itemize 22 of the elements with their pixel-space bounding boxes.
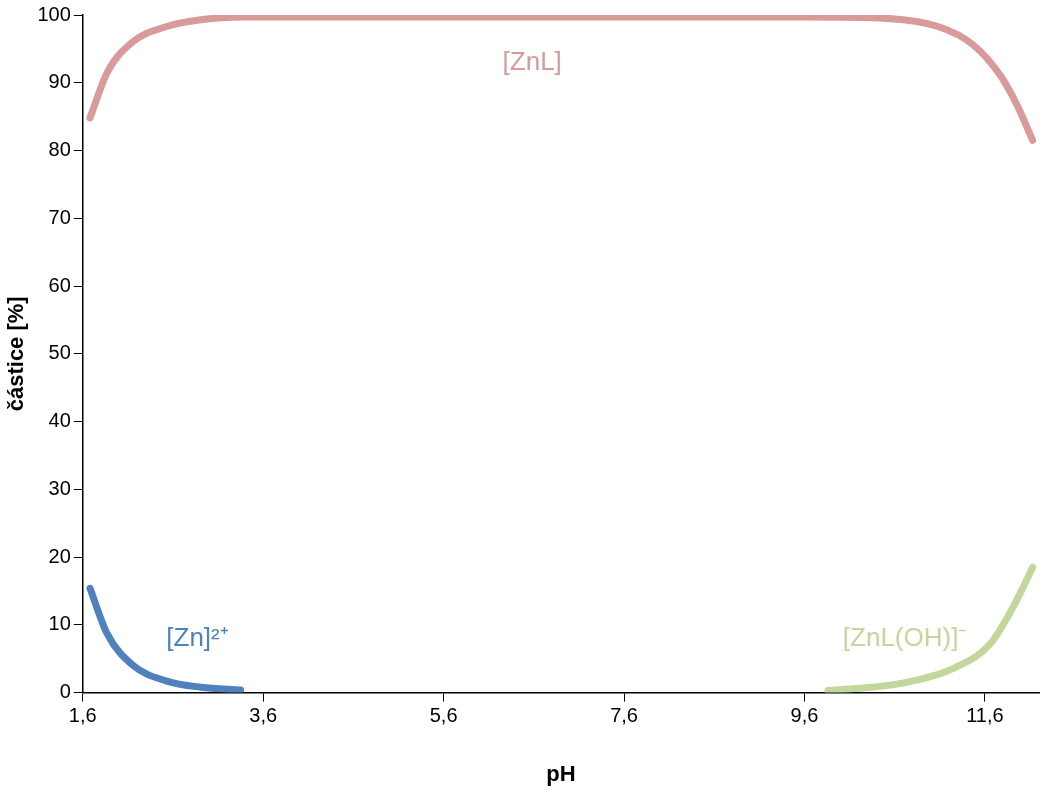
y-tick-label: 100 bbox=[37, 2, 71, 25]
y-tick-label: 30 bbox=[48, 476, 71, 499]
series-label: [Zn]²⁺ bbox=[166, 621, 229, 652]
x-axis-title: pH bbox=[546, 760, 576, 786]
y-tick-label: 50 bbox=[48, 341, 71, 364]
series-label: [ZnL] bbox=[502, 45, 562, 76]
y-axis-title: částice [%] bbox=[3, 296, 29, 412]
x-tick-label: 1,6 bbox=[68, 704, 97, 727]
x-tick-label: 7,6 bbox=[610, 704, 638, 727]
x-tick-label: 5,6 bbox=[429, 704, 458, 727]
y-tick-label: 60 bbox=[48, 273, 71, 296]
x-tick-label: 9,6 bbox=[790, 704, 819, 727]
y-tick-label: 20 bbox=[48, 544, 71, 567]
series-label: [ZnL(OH)]⁻ bbox=[842, 621, 968, 652]
y-tick-label: 80 bbox=[48, 138, 71, 161]
y-tick-label: 90 bbox=[48, 70, 71, 93]
y-tick-label: 70 bbox=[48, 205, 71, 228]
y-tick-label: 0 bbox=[59, 680, 71, 703]
y-tick-label: 40 bbox=[48, 409, 71, 432]
y-tick-label: 10 bbox=[48, 612, 71, 635]
x-tick-label: 11,6 bbox=[966, 704, 1004, 727]
x-tick-label: 3,6 bbox=[249, 704, 278, 727]
